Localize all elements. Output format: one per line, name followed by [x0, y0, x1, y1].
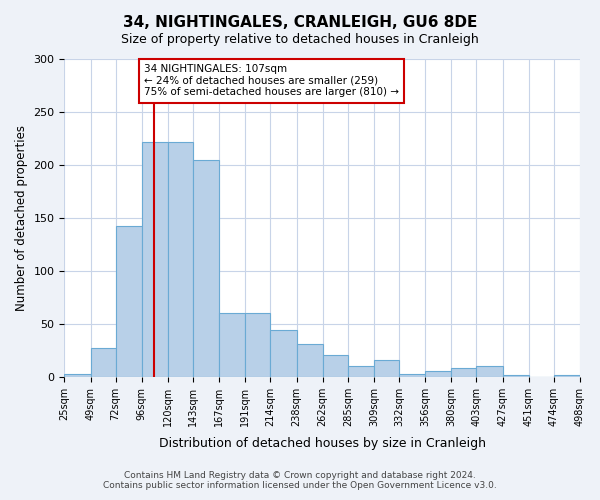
- Bar: [348, 366, 374, 377]
- Bar: [476, 366, 503, 377]
- Text: 34 NIGHTINGALES: 107sqm
← 24% of detached houses are smaller (259)
75% of semi-d: 34 NIGHTINGALES: 107sqm ← 24% of detache…: [144, 64, 399, 98]
- Text: Contains HM Land Registry data © Crown copyright and database right 2024.
Contai: Contains HM Land Registry data © Crown c…: [103, 470, 497, 490]
- Bar: [399, 374, 425, 377]
- Bar: [425, 372, 451, 377]
- Bar: [245, 313, 271, 377]
- Text: 34, NIGHTINGALES, CRANLEIGH, GU6 8DE: 34, NIGHTINGALES, CRANLEIGH, GU6 8DE: [123, 15, 477, 30]
- Bar: [503, 374, 529, 377]
- Y-axis label: Number of detached properties: Number of detached properties: [15, 125, 28, 311]
- Bar: [91, 348, 116, 377]
- Bar: [554, 374, 580, 377]
- Bar: [116, 226, 142, 377]
- Bar: [219, 313, 245, 377]
- X-axis label: Distribution of detached houses by size in Cranleigh: Distribution of detached houses by size …: [159, 437, 486, 450]
- Bar: [193, 160, 219, 377]
- Bar: [168, 142, 193, 377]
- Bar: [323, 354, 348, 377]
- Bar: [296, 344, 323, 377]
- Text: Size of property relative to detached houses in Cranleigh: Size of property relative to detached ho…: [121, 32, 479, 46]
- Bar: [451, 368, 476, 377]
- Bar: [271, 330, 296, 377]
- Bar: [64, 374, 91, 377]
- Bar: [374, 360, 399, 377]
- Bar: [142, 142, 168, 377]
